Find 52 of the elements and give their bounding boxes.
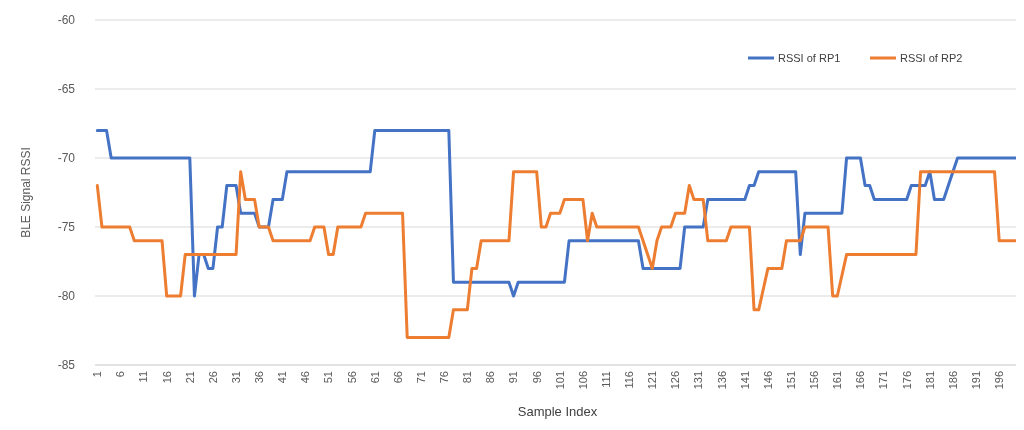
x-tick-label: 36 bbox=[253, 371, 266, 384]
x-tick-label: 41 bbox=[276, 371, 289, 384]
x-tick-label: 171 bbox=[877, 371, 890, 390]
x-tick-label: 46 bbox=[299, 371, 312, 384]
y-tick-label: -70 bbox=[57, 151, 76, 166]
x-tick-label: 31 bbox=[229, 371, 242, 384]
legend-label: RSSI of RP2 bbox=[900, 51, 963, 64]
x-tick-label: 76 bbox=[438, 371, 451, 384]
x-tick-label: 1 bbox=[91, 371, 104, 378]
x-tick-label: 176 bbox=[900, 371, 913, 390]
x-tick-label: 66 bbox=[391, 371, 404, 384]
y-tick-label: -85 bbox=[57, 358, 76, 373]
line-series bbox=[95, 128, 1016, 298]
x-tick-label: 181 bbox=[923, 371, 936, 390]
x-tick-label: 126 bbox=[669, 371, 682, 390]
x-tick-label: 81 bbox=[461, 371, 474, 384]
x-tick-label: 21 bbox=[183, 371, 196, 384]
x-tick-label: 71 bbox=[414, 371, 427, 384]
x-tick-label: 26 bbox=[206, 371, 219, 384]
x-tick-label: 86 bbox=[484, 371, 497, 384]
y-tick-label: -60 bbox=[57, 13, 76, 28]
x-tick-label: 191 bbox=[969, 371, 982, 390]
line-series bbox=[95, 170, 1016, 339]
legend-label: RSSI of RP1 bbox=[778, 51, 841, 64]
x-tick-label: 61 bbox=[368, 371, 381, 384]
x-tick-label: 16 bbox=[160, 371, 173, 384]
x-tick-label: 136 bbox=[715, 371, 728, 390]
y-tick-label: -65 bbox=[57, 82, 76, 97]
x-tick-label: 186 bbox=[946, 371, 959, 390]
x-tick-label: 151 bbox=[784, 371, 797, 390]
y-axis-title: BLE Signal RSSI bbox=[19, 147, 33, 238]
x-tick-label: 106 bbox=[576, 371, 589, 390]
x-tick-label: 56 bbox=[345, 371, 358, 384]
x-tick-label: 51 bbox=[322, 371, 335, 384]
x-tick-label: 156 bbox=[808, 371, 821, 390]
x-tick-label: 6 bbox=[114, 371, 127, 378]
x-tick-label: 161 bbox=[831, 371, 844, 390]
x-tick-label: 166 bbox=[854, 371, 867, 390]
y-tick-label: -80 bbox=[57, 289, 76, 304]
x-tick-label: 196 bbox=[993, 371, 1006, 390]
x-tick-label: 141 bbox=[738, 371, 751, 390]
y-tick-label: -75 bbox=[57, 220, 76, 235]
x-tick-label: 101 bbox=[553, 371, 566, 390]
x-tick-label: 121 bbox=[646, 371, 659, 390]
x-axis-title: Sample Index bbox=[517, 404, 598, 419]
x-tick-label: 91 bbox=[507, 371, 520, 384]
x-tick-label: 116 bbox=[623, 371, 636, 389]
x-tick-label: 146 bbox=[761, 371, 774, 390]
x-tick-label: 111 bbox=[599, 371, 612, 388]
x-tick-label: 131 bbox=[692, 371, 705, 390]
x-tick-label: 11 bbox=[137, 371, 150, 383]
x-tick-label: 96 bbox=[530, 371, 543, 384]
